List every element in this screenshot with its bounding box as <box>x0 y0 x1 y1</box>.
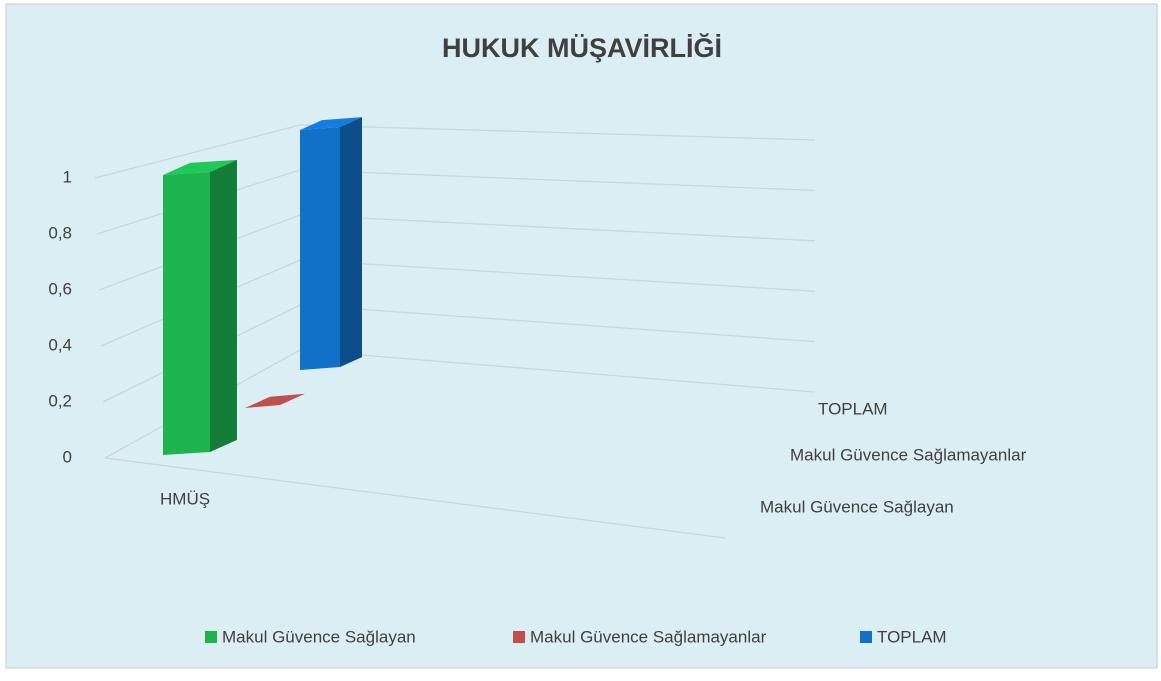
bar <box>245 393 305 408</box>
legend-label: Makul Güvence Sağlamayanlar <box>530 627 767 646</box>
category-label: HMÜŞ <box>160 489 210 508</box>
depth-label: TOPLAM <box>818 399 888 418</box>
legend-swatch <box>205 631 217 643</box>
legend-label: TOPLAM <box>877 627 947 646</box>
legend-label: Makul Güvence Sağlayan <box>222 627 416 646</box>
floor-edge <box>104 457 726 539</box>
bar-front <box>300 127 340 370</box>
bar-top <box>163 159 237 175</box>
legend-swatch <box>513 631 525 643</box>
y-tick-label: 0,2 <box>48 391 72 410</box>
y-tick-label: 0,4 <box>48 335 72 354</box>
bar <box>300 117 362 370</box>
y-tick-label: 0 <box>63 447 72 466</box>
y-tick-label: 1 <box>63 167 72 186</box>
chart-title: HUKUK MÜŞAVİRLİĞİ <box>442 32 722 63</box>
bar-side <box>340 117 362 367</box>
legend-swatch <box>860 631 872 643</box>
y-tick-label: 0,6 <box>48 279 72 298</box>
bar-front <box>163 172 210 455</box>
depth-label: Makul Güvence Sağlayan <box>760 497 954 516</box>
bar-side <box>210 159 237 452</box>
bar <box>163 159 237 455</box>
grid-line <box>94 124 816 179</box>
depth-label: Makul Güvence Sağlamayanlar <box>790 445 1027 464</box>
bar-top <box>245 393 305 408</box>
y-tick-label: 0,8 <box>48 223 72 242</box>
bar-top <box>300 117 362 130</box>
